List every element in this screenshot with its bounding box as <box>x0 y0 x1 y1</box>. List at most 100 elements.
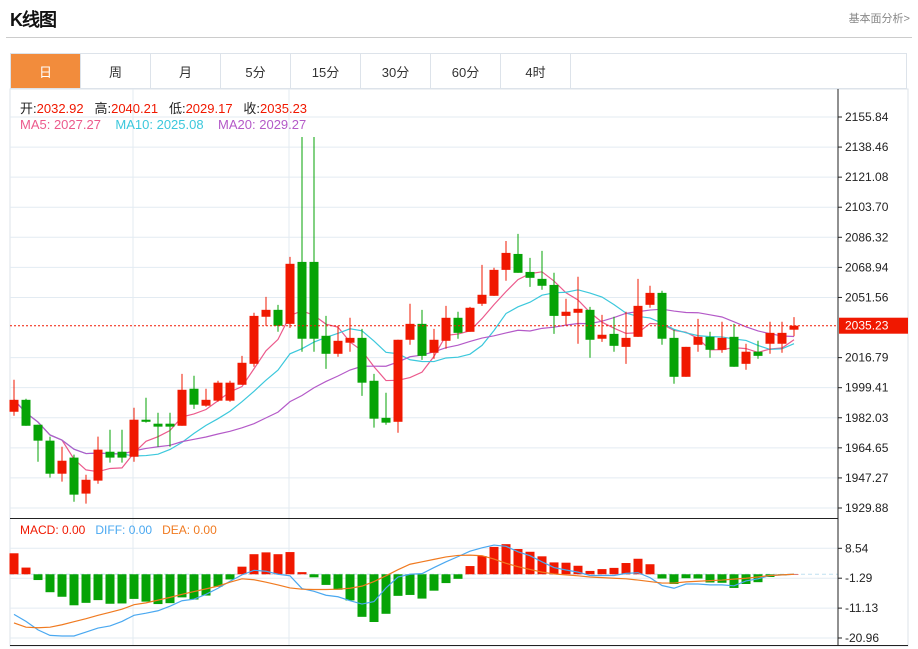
open-value: 2032.92 <box>36 101 84 116</box>
price-tick-label: 2103.70 <box>845 200 889 214</box>
macd-bar <box>621 563 631 575</box>
macd-bar <box>285 552 295 575</box>
candle-down <box>753 351 763 356</box>
ma10-value: MA10: 2025.08 <box>115 117 204 132</box>
tab-15min[interactable]: 15分 <box>291 54 361 88</box>
candle-down <box>525 271 535 278</box>
price-tick-label: 2016.79 <box>845 351 889 365</box>
macd-bar <box>345 574 355 601</box>
high-label: 高: <box>94 101 112 116</box>
price-tick-label: 2121.08 <box>845 170 889 184</box>
tab-60min[interactable]: 60分 <box>431 54 501 88</box>
candle-up <box>465 307 475 332</box>
price-tick-label: 2155.84 <box>845 110 889 124</box>
candle-up <box>717 337 727 350</box>
tab-month[interactable]: 月 <box>151 54 221 88</box>
macd-bar <box>717 574 727 583</box>
tab-30min[interactable]: 30分 <box>361 54 431 88</box>
candle-down <box>309 261 319 339</box>
price-tick-label: 2051.56 <box>845 290 889 304</box>
candle-up <box>129 419 139 457</box>
macd-value: MACD: 0.00 <box>20 523 86 537</box>
candle-up <box>741 351 751 364</box>
macd-bar <box>573 565 583 575</box>
macd-bar <box>645 564 655 575</box>
macd-bar <box>381 574 391 614</box>
close-label: 收: <box>243 101 261 116</box>
dea-line <box>13 554 795 629</box>
candle-up <box>645 292 655 305</box>
axes: 2155.84 2138.46 2121.08 2103.70 2086.32 2068.… <box>10 89 908 646</box>
candle-down <box>357 337 367 383</box>
macd-bar <box>453 574 463 579</box>
macd-bar <box>561 562 571 575</box>
macd-info: MACD: 0.00 DIFF: 0.00 DEA: 0.00 <box>20 523 217 537</box>
macd-bar <box>21 567 31 575</box>
macd-bar <box>597 569 607 575</box>
candle-down <box>657 292 667 339</box>
candle-up <box>633 305 643 337</box>
macd-bar <box>297 572 307 575</box>
macd-bar <box>513 549 523 575</box>
candle-down <box>273 309 283 326</box>
macd-bar <box>45 574 55 593</box>
fundamental-analysis-link[interactable]: 基本面分析> <box>848 13 910 25</box>
candle-down <box>537 278 547 286</box>
macd-bar <box>477 556 487 575</box>
macd-bar <box>537 556 547 575</box>
macd-bar <box>333 574 343 590</box>
candle-down <box>165 423 175 427</box>
price-tick-label: 1929.88 <box>845 501 889 515</box>
tab-week[interactable]: 周 <box>81 54 151 88</box>
close-value: 2035.23 <box>260 101 308 116</box>
macd-bar <box>141 574 151 602</box>
high-value: 2040.21 <box>111 101 159 116</box>
candle-down <box>297 261 307 339</box>
macd-bar <box>441 574 451 584</box>
macd-bar <box>357 574 367 617</box>
candle-up <box>765 332 775 344</box>
macd-bar <box>129 574 139 599</box>
candles <box>9 136 799 504</box>
candle-down <box>669 337 679 377</box>
macd-bar <box>69 574 79 606</box>
price-tick-label: 2138.46 <box>845 140 889 154</box>
macd-bar <box>9 553 19 575</box>
candle-up <box>213 382 223 401</box>
macd-bar <box>705 574 715 583</box>
macd-bar <box>681 574 691 579</box>
candle-up <box>405 323 415 340</box>
macd-bar <box>33 574 43 581</box>
macd-bar <box>153 574 163 605</box>
candle-up <box>429 339 439 353</box>
macd-tick-label: -1.29 <box>845 571 873 585</box>
macd-bar <box>489 546 499 575</box>
price-tick-label: 1982.03 <box>845 411 889 425</box>
tab-day[interactable]: 日 <box>11 54 81 88</box>
candle-up <box>201 399 211 406</box>
diff-value: DIFF: 0.00 <box>95 523 153 537</box>
macd-bar <box>525 551 535 575</box>
candle-up <box>285 263 295 324</box>
candle-up <box>501 252 511 270</box>
candle-down <box>729 336 739 367</box>
candle-down <box>45 440 55 474</box>
candle-up <box>249 315 259 364</box>
macd-bar <box>57 574 67 597</box>
candle-up <box>261 309 271 317</box>
candle-down <box>549 284 559 316</box>
price-tick-label: 1964.65 <box>845 441 889 455</box>
macd-bar <box>417 574 427 599</box>
macd-bar <box>309 574 319 578</box>
candle-down <box>69 457 79 495</box>
tab-5min[interactable]: 5分 <box>221 54 291 88</box>
macd-bar <box>729 574 739 588</box>
tab-4hour[interactable]: 4时 <box>501 54 571 88</box>
macd-tick-label: 8.54 <box>845 541 869 555</box>
macd-tick-label: -20.96 <box>845 631 879 645</box>
candle-up <box>681 346 691 377</box>
candle-down <box>117 451 127 458</box>
macd-tick-label: -11.13 <box>845 601 878 615</box>
dea-value: DEA: 0.00 <box>162 523 217 537</box>
